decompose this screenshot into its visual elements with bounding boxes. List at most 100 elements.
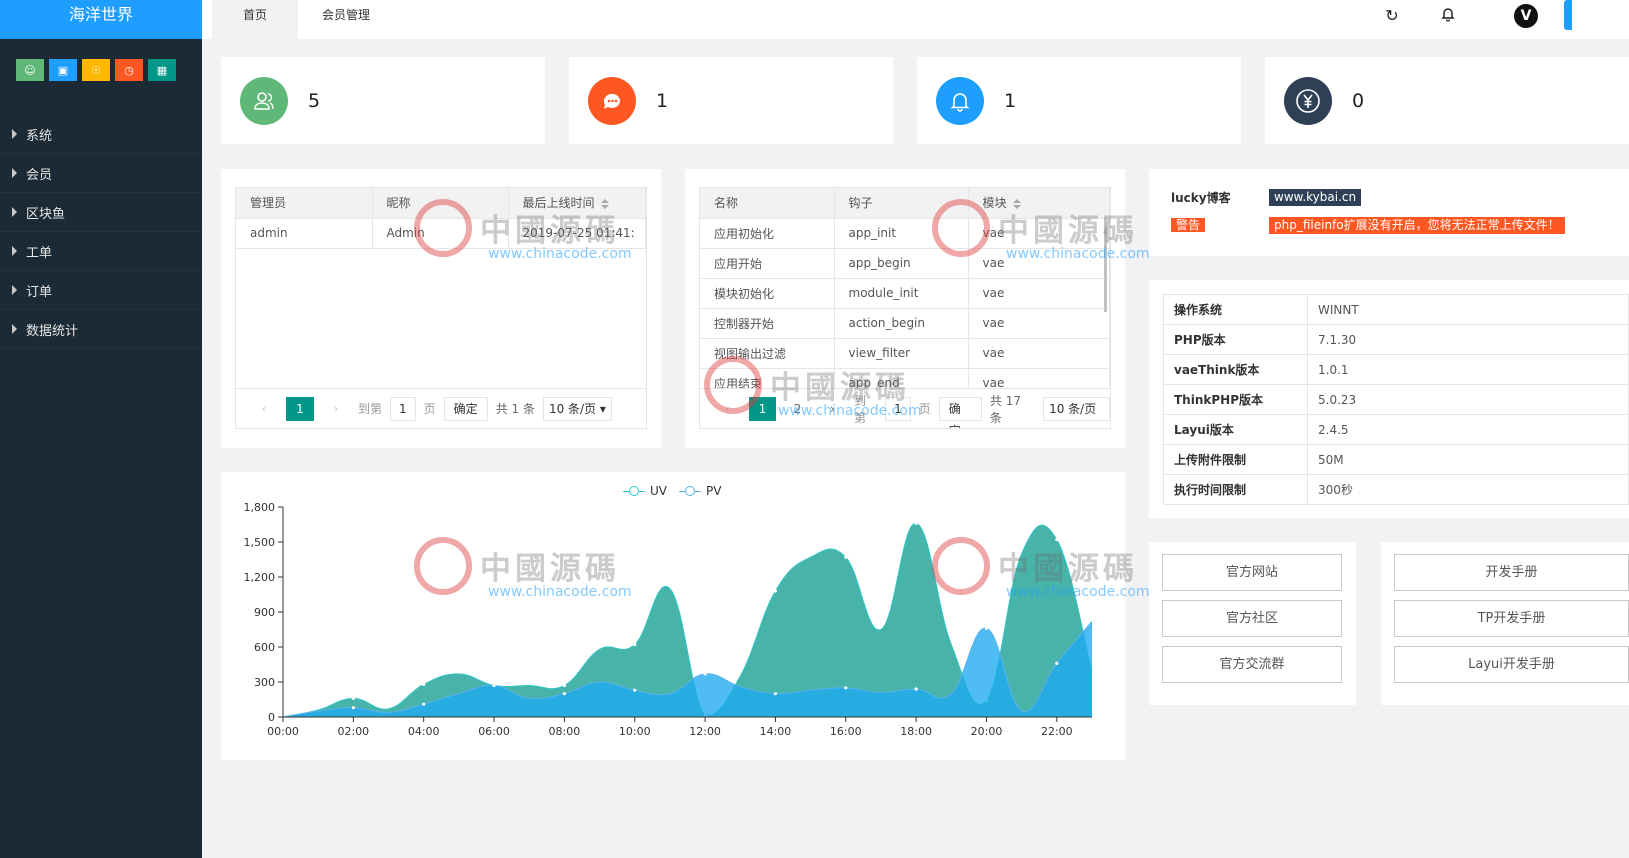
stat-card[interactable]: 1 — [917, 57, 1241, 144]
y-tick-label: 600 — [254, 641, 275, 654]
stat-card[interactable]: 0 — [1265, 57, 1629, 144]
table-cell: 视图输出过滤 — [700, 338, 835, 369]
table-scrollbar[interactable] — [1104, 218, 1107, 312]
sidebar-item-2[interactable]: 区块鱼 — [0, 193, 202, 232]
globe-icon[interactable]: ☉ — [82, 59, 110, 81]
bell-icon[interactable] — [1438, 6, 1458, 26]
hook-pager: ‹ 1 2 › 到第 1 页 确定 共 17 条 10 条/页 ▾ — [700, 388, 1110, 428]
app-logo[interactable]: 海洋世界 — [0, 0, 202, 39]
table-row[interactable]: 应用初始化 app_init vae — [700, 218, 1110, 249]
stat-value: 1 — [656, 90, 669, 112]
table-row[interactable]: 控制器开始 action_begin vae — [700, 308, 1110, 339]
y-tick-label: 900 — [254, 606, 275, 619]
series-pv-point — [914, 687, 918, 691]
link-button[interactable]: 开发手册 — [1394, 554, 1629, 591]
table-cell: vae — [968, 308, 1110, 339]
sidebar-item-label: 数据统计 — [26, 323, 79, 339]
legend-uv-icon[interactable] — [623, 486, 645, 496]
sidebar-item-1[interactable]: 会员 — [0, 154, 202, 193]
system-value: 50M — [1307, 444, 1629, 475]
page-1-button[interactable]: 1 — [748, 396, 776, 421]
page-1-button[interactable]: 1 — [286, 396, 314, 421]
table-row[interactable]: admin Admin 2019-07-25 01:41: — [236, 218, 646, 249]
table-row[interactable]: 模块初始化 module_init vae — [700, 278, 1110, 309]
trash-icon[interactable]: ▦ — [148, 59, 176, 81]
stat-card[interactable]: 5 — [221, 57, 545, 144]
avatar[interactable]: V — [1514, 4, 1538, 28]
col-module[interactable]: 模块 — [968, 188, 1110, 219]
prev-page-icon[interactable]: ‹ — [725, 401, 730, 416]
caret-right-icon — [12, 246, 17, 256]
sidebar-item-5[interactable]: 数据统计 — [0, 310, 202, 349]
goto-confirm-button[interactable]: 确定 — [443, 396, 488, 421]
page-size-select[interactable]: 10 条/页 ▾ — [1043, 396, 1110, 428]
table-row[interactable]: 视图输出过滤 view_filter vae — [700, 338, 1110, 369]
link-button[interactable]: Layui开发手册 — [1394, 646, 1629, 683]
sidebar-item-4[interactable]: 订单 — [0, 271, 202, 310]
legend-pv-label[interactable]: PV — [706, 484, 722, 498]
table-cell: 应用初始化 — [700, 218, 835, 249]
header-edge-tab[interactable] — [1564, 0, 1572, 30]
system-row: PHP版本 7.1.30 — [1163, 324, 1629, 355]
sort-icon[interactable] — [600, 198, 609, 209]
x-tick-label: 04:00 — [408, 725, 440, 738]
system-row: 操作系统 WINNT — [1163, 294, 1629, 325]
table-row[interactable]: 应用开始 app_begin vae — [700, 248, 1110, 279]
next-page-icon[interactable]: › — [830, 401, 835, 416]
goto-page-input[interactable]: 1 — [390, 396, 416, 421]
next-page-icon[interactable]: › — [333, 401, 339, 416]
page-size-select[interactable]: 10 条/页 ▾ — [542, 396, 612, 421]
system-panel: 操作系统 WINNT PHP版本 7.1.30 vaeThink版本 1.0.1 Think… — [1149, 280, 1629, 518]
legend-pv-icon[interactable] — [679, 486, 701, 496]
links-panel-left: 官方网站官方社区官方交流群 — [1149, 542, 1356, 705]
stat-value: 0 — [1352, 90, 1365, 112]
system-row: Layui版本 2.4.5 — [1163, 414, 1629, 445]
caret-right-icon — [12, 285, 17, 295]
page-unit-label: 页 — [918, 402, 931, 416]
info-panel: lucky博客 www.kybai.cn 警告 php_fileinfo扩展没有… — [1149, 169, 1629, 256]
series-pv-point — [351, 706, 355, 710]
tab-members[interactable]: 会员管理 — [321, 8, 370, 22]
total-count: 共 1 条 — [495, 402, 535, 416]
system-value: 5.0.23 — [1307, 384, 1629, 415]
series-uv-point — [562, 683, 566, 688]
clock-icon[interactable]: ◷ — [115, 59, 143, 81]
tab-home[interactable]: 首页 — [212, 0, 298, 39]
system-value: WINNT — [1307, 294, 1629, 325]
goto-confirm-button[interactable]: 确定 — [938, 396, 982, 428]
sidebar-item-0[interactable]: 系统 — [0, 115, 202, 154]
goto-page-input[interactable]: 1 — [885, 396, 911, 421]
legend-uv-label[interactable]: UV — [650, 484, 667, 498]
chart-panel: UV PV 0 300 600 900 1,200 1,500 1,800 00:00 02:0… — [221, 472, 1125, 760]
user-icon[interactable]: ☺ — [16, 59, 44, 81]
blog-url-badge[interactable]: www.kybai.cn — [1269, 189, 1362, 206]
y-tick-label: 0 — [268, 711, 275, 724]
quick-buttons: ☺ ▣ ☉ ◷ ▦ — [0, 39, 202, 134]
table-cell: 应用开始 — [700, 248, 835, 279]
system-key: Layui版本 — [1163, 414, 1308, 445]
x-tick-label: 14:00 — [760, 725, 792, 738]
col-last-online[interactable]: 最后上线时间 — [508, 188, 646, 219]
refresh-icon[interactable]: ↻ — [1385, 6, 1399, 25]
series-pv-point — [844, 686, 848, 690]
prev-page-icon[interactable]: ‹ — [261, 401, 267, 416]
sidebar-item-3[interactable]: 工单 — [0, 232, 202, 271]
link-button[interactable]: 官方交流群 — [1162, 646, 1342, 683]
lock-icon[interactable]: ▣ — [49, 59, 77, 81]
y-tick-label: 300 — [254, 676, 275, 689]
system-key: PHP版本 — [1163, 324, 1308, 355]
system-value: 7.1.30 — [1307, 324, 1629, 355]
system-value: 300秒 — [1307, 474, 1629, 505]
system-row: ThinkPHP版本 5.0.23 — [1163, 384, 1629, 415]
stat-card[interactable]: 1 — [569, 57, 893, 144]
stat-value: 5 — [308, 90, 321, 112]
link-button[interactable]: 官方网站 — [1162, 554, 1342, 591]
caret-right-icon — [12, 324, 17, 334]
col-nickname: 昵称 — [372, 188, 509, 219]
series-pv-point — [422, 702, 426, 706]
message-icon — [588, 77, 636, 125]
link-button[interactable]: 官方社区 — [1162, 600, 1342, 637]
link-button[interactable]: TP开发手册 — [1394, 600, 1629, 637]
sort-icon[interactable] — [1012, 198, 1021, 209]
page-2-button[interactable]: 2 — [793, 401, 802, 416]
